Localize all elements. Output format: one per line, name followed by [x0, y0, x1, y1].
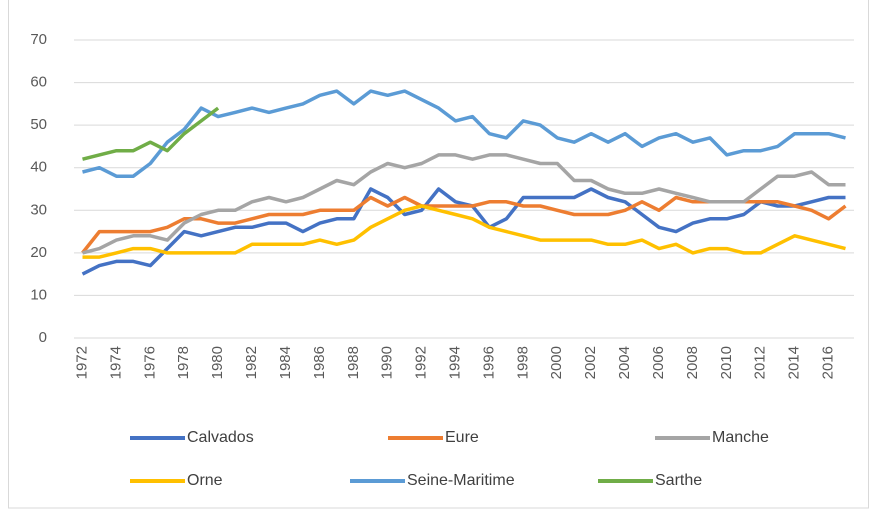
y-tick-label: 70 [30, 31, 47, 48]
x-tick-label: 1984 [277, 346, 294, 379]
legend-label: Eure [445, 429, 479, 446]
x-tick-label: 2008 [684, 346, 701, 379]
series-line [82, 204, 846, 259]
x-tick-label: 1998 [514, 346, 531, 379]
x-tick-label: 1992 [413, 346, 430, 379]
series-line [81, 195, 847, 254]
x-tick-label: 1978 [175, 346, 192, 379]
x-tick-label: 1990 [379, 346, 396, 379]
series-line [82, 106, 220, 161]
y-tick-label: 30 [30, 201, 47, 218]
y-tick-label: 40 [30, 159, 47, 176]
x-tick-label: 2004 [616, 346, 633, 379]
series-line [82, 153, 846, 255]
series-line [82, 89, 846, 178]
x-tick-label: 2012 [752, 346, 769, 379]
y-tick-label: 20 [30, 244, 47, 261]
y-tick-label: 50 [30, 116, 47, 133]
x-tick-label: 2014 [786, 346, 803, 379]
legend-label: Calvados [187, 429, 254, 446]
chart-frame [8, 0, 869, 509]
y-tick-label: 10 [30, 286, 47, 303]
x-tick-label: 1988 [345, 346, 362, 379]
x-tick-label: 2002 [582, 346, 599, 379]
x-tick-label: 1980 [209, 346, 226, 379]
x-tick-label: 1986 [311, 346, 328, 379]
x-tick-label: 2006 [650, 346, 667, 379]
x-tick-label: 1994 [446, 346, 463, 379]
x-tick-label: 1972 [73, 346, 90, 379]
x-tick-label: 2000 [548, 346, 565, 379]
legend-label: Sarthe [655, 472, 702, 489]
x-tick-label: 2016 [820, 346, 837, 379]
legend-label: Manche [712, 429, 769, 446]
x-tick-label: 1976 [141, 346, 158, 379]
legend-label: Orne [187, 472, 223, 489]
x-tick-label: 1996 [480, 346, 497, 379]
series-line [81, 187, 846, 276]
x-tick-label: 1982 [243, 346, 260, 379]
legend: Calvados Eure Manche Orne Seine-Maritime Sart… [130, 429, 769, 489]
x-tick-label: 1974 [107, 346, 124, 379]
legend-label: Seine-Maritime [407, 472, 515, 489]
y-tick-label: 60 [30, 74, 47, 91]
y-tick-label: 0 [39, 329, 47, 346]
x-tick-label: 2010 [718, 346, 735, 379]
